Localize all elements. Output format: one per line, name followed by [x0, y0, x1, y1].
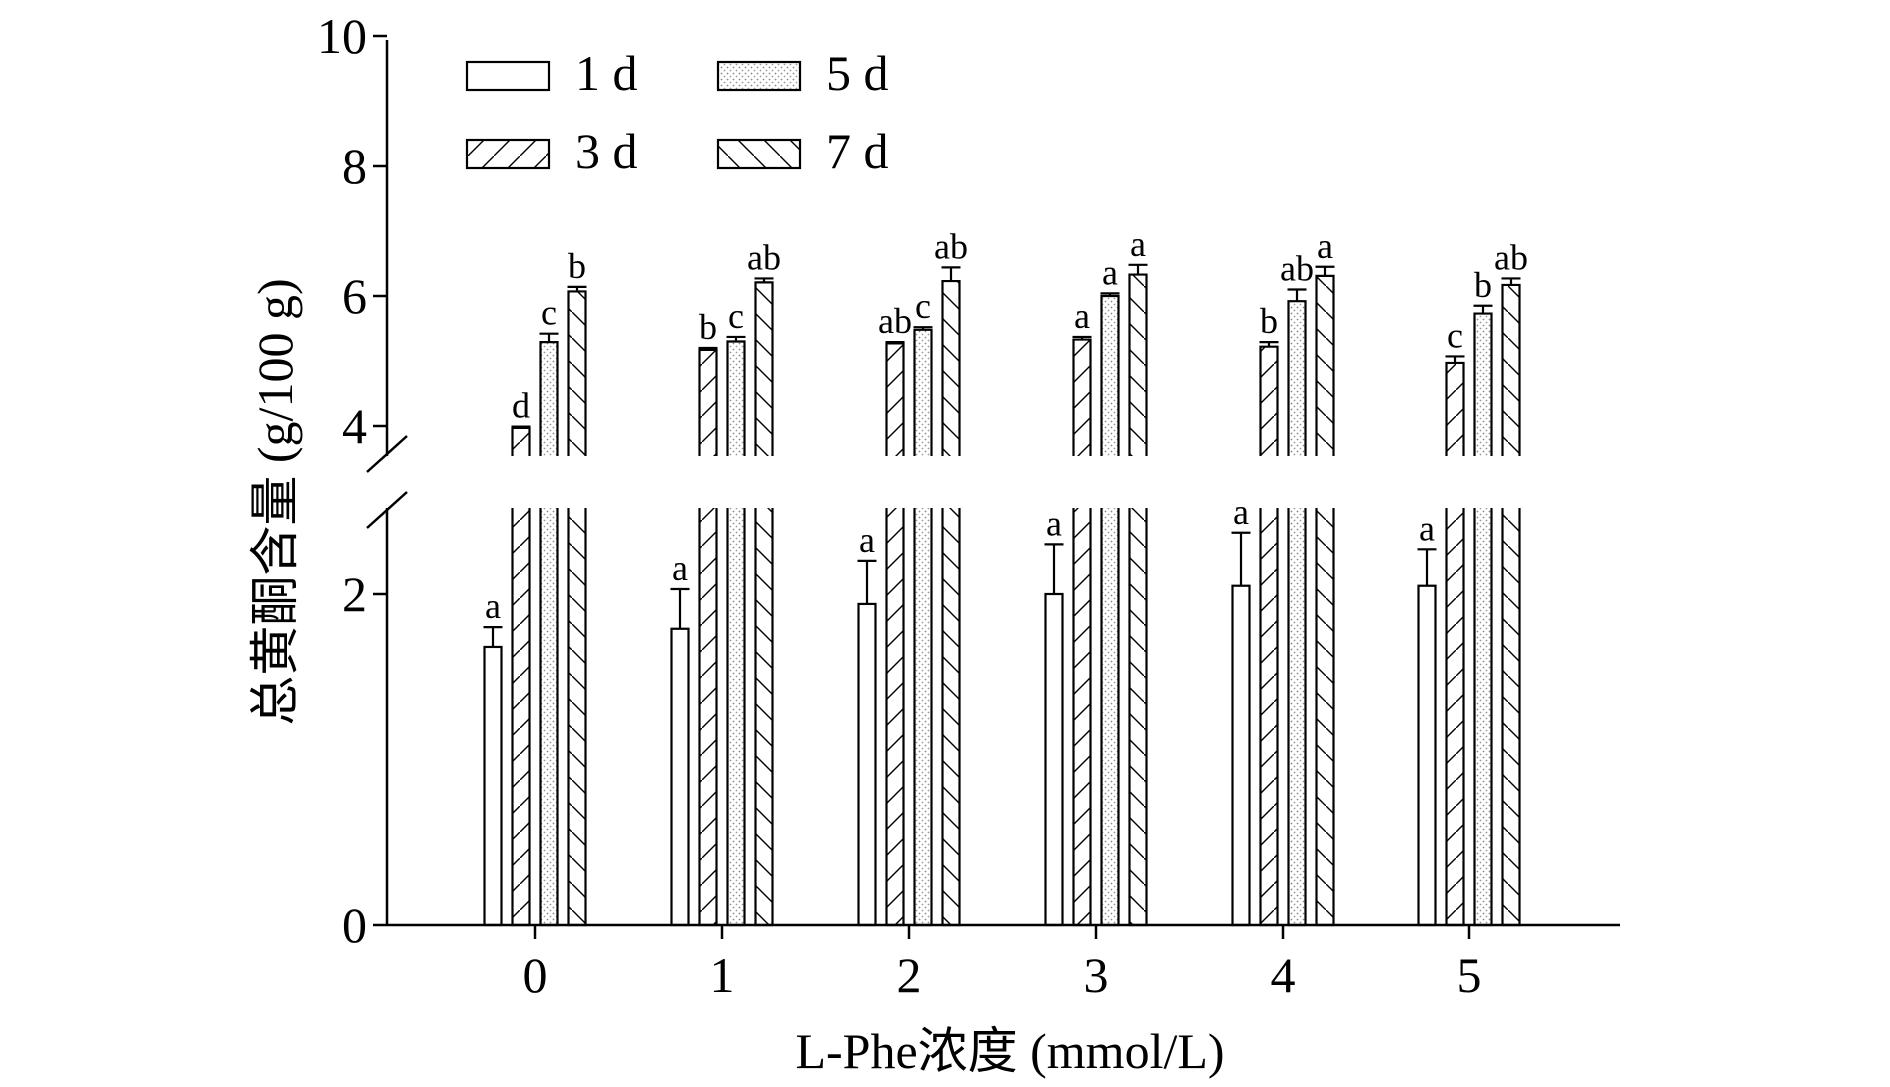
bar	[886, 508, 904, 925]
significance-letter: a	[1233, 492, 1249, 532]
bar	[942, 508, 960, 925]
significance-letter: a	[1102, 252, 1118, 292]
bar	[1502, 508, 1520, 925]
significance-letter: a	[672, 548, 688, 588]
significance-letter: b	[1474, 265, 1492, 305]
axis-break-mark	[366, 435, 408, 473]
bar	[1129, 274, 1147, 456]
bar	[1260, 508, 1278, 925]
bar	[568, 508, 586, 925]
legend-swatch	[716, 138, 802, 170]
y-tick-label: 0	[342, 897, 367, 953]
legend-label: 1 d	[575, 45, 638, 101]
legend-label: 7 d	[826, 123, 889, 179]
bar	[1316, 275, 1334, 456]
bar	[1474, 313, 1492, 456]
significance-letter: a	[485, 586, 501, 626]
significance-letter: ab	[1280, 249, 1314, 289]
significance-letter: a	[1130, 224, 1146, 264]
bar	[755, 508, 773, 925]
x-tick-label: 1	[710, 947, 735, 1003]
bar	[942, 281, 960, 456]
y-axis-label: 总黄酮含量 (g/100 g)	[247, 278, 303, 725]
significance-letter: c	[728, 296, 744, 336]
axes-layer: 0 2 4 6 8 10 0 1 2 3 4 5	[317, 8, 1620, 1003]
bar	[699, 349, 717, 456]
y-tick-label: 2	[342, 566, 367, 622]
bar	[727, 508, 745, 925]
x-tick-label: 3	[1084, 947, 1109, 1003]
significance-letter: ab	[878, 301, 912, 341]
legend-label: 5 d	[826, 45, 889, 101]
significance-letter: b	[699, 307, 717, 347]
x-tick-label: 0	[523, 947, 548, 1003]
legend-swatch	[465, 60, 551, 92]
significance-letter: ab	[934, 226, 968, 266]
bar	[1073, 508, 1091, 925]
significance-letter: c	[541, 293, 557, 333]
legend-label: 3 d	[575, 123, 638, 179]
bar	[483, 645, 503, 927]
bar	[1316, 508, 1334, 925]
bar	[540, 342, 558, 456]
bar	[568, 291, 586, 456]
significance-letter: ab	[747, 237, 781, 277]
significance-letter: c	[915, 286, 931, 326]
y-tick-label: 10	[317, 8, 367, 64]
significance-letter: a	[1317, 226, 1333, 266]
bar	[1231, 584, 1251, 927]
bar	[914, 329, 932, 456]
bar	[699, 508, 717, 925]
significance-letter: c	[1447, 315, 1463, 355]
bar	[1417, 584, 1437, 927]
bar	[886, 343, 904, 456]
bar	[914, 508, 932, 925]
bar	[727, 341, 745, 456]
bar	[1446, 362, 1464, 456]
bar	[755, 282, 773, 456]
y-tick-label: 4	[342, 398, 367, 454]
bar	[512, 508, 530, 925]
significance-letter: a	[1046, 503, 1062, 543]
bar	[1502, 284, 1520, 456]
axis-break-mark	[366, 491, 408, 529]
bar	[1073, 339, 1091, 456]
bar	[1101, 296, 1119, 456]
bar	[1101, 508, 1119, 925]
x-axis-label: L-Phe浓度 (mmol/L)	[795, 1023, 1224, 1079]
y-tick-label: 6	[342, 268, 367, 324]
bars-layer: aaa a a adb ab a b cc c ca ab bb ab ab a a ab	[483, 224, 1528, 927]
bar	[857, 602, 877, 927]
bar	[1288, 301, 1306, 456]
bar	[1288, 508, 1306, 925]
bar	[1260, 346, 1278, 456]
bar	[670, 627, 690, 927]
y-tick-label: 8	[342, 138, 367, 194]
bar	[512, 427, 530, 456]
x-tick-label: 4	[1271, 947, 1296, 1003]
bar	[1446, 508, 1464, 925]
significance-letter: d	[512, 386, 530, 426]
significance-letter: a	[1074, 296, 1090, 336]
bar	[540, 508, 558, 925]
significance-letter: a	[859, 520, 875, 560]
significance-letter: b	[568, 246, 586, 286]
bar	[1474, 508, 1492, 925]
bar	[1129, 508, 1147, 925]
significance-letter: a	[1419, 508, 1435, 548]
x-tick-label: 5	[1457, 947, 1482, 1003]
x-tick-label: 2	[897, 947, 922, 1003]
significance-letter: ab	[1494, 237, 1528, 277]
bar	[1044, 592, 1064, 927]
legend-swatch	[716, 60, 802, 92]
legend-swatch	[465, 138, 551, 170]
legend: 1 d 3 d 5 d 7 d	[465, 45, 889, 179]
significance-letter: b	[1260, 301, 1278, 341]
